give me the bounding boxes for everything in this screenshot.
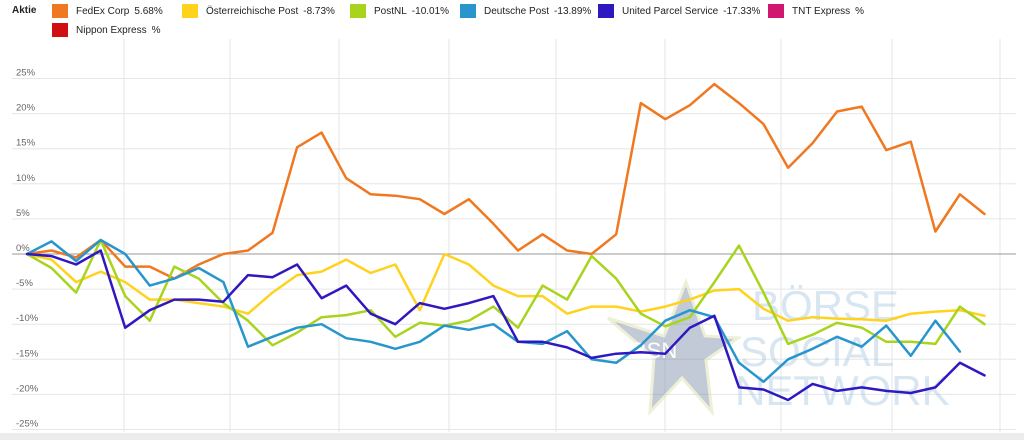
- legend-item[interactable]: Österreichische Post -8.73%: [182, 3, 335, 19]
- bottom-scrollbar[interactable]: [0, 433, 1024, 440]
- legend-label: Nippon Express: [76, 24, 147, 36]
- y-tick-label: -25%: [16, 419, 39, 430]
- legend-item[interactable]: Deutsche Post -13.89%: [460, 3, 591, 19]
- legend-value: %: [151, 24, 161, 36]
- legend-title: Aktie: [12, 5, 37, 16]
- legend-label: FedEx Corp: [76, 5, 130, 17]
- y-tick-label: 25%: [16, 68, 36, 79]
- watermark-text: SOCIAL: [740, 328, 894, 375]
- chart-legend: Aktie FedEx Corp 5.68% Österreichische Pos…: [0, 0, 1024, 40]
- y-tick-label: 5%: [16, 208, 30, 219]
- legend-label: Österreichische Post: [206, 5, 299, 17]
- legend-swatch: [460, 4, 476, 18]
- legend-value: -17.33%: [723, 5, 761, 17]
- y-tick-label: 10%: [16, 173, 36, 184]
- legend-value: -8.73%: [303, 5, 335, 17]
- legend-value: -13.89%: [554, 5, 592, 17]
- legend-value: -10.01%: [411, 5, 450, 17]
- y-tick-label: 20%: [16, 103, 36, 114]
- legend-item[interactable]: Nippon Express%: [52, 22, 161, 38]
- legend-value: %: [855, 5, 865, 17]
- series-line: [25, 252, 986, 322]
- legend-label: TNT Express: [792, 5, 851, 17]
- legend-label: United Parcel Service: [622, 5, 719, 17]
- legend-swatch: [768, 4, 784, 18]
- legend-swatch: [350, 4, 366, 18]
- y-tick-label: -10%: [16, 313, 39, 324]
- legend-item[interactable]: TNT Express%: [768, 3, 864, 19]
- legend-swatch: [598, 4, 614, 18]
- y-tick-label: 0%: [16, 243, 30, 254]
- legend-label: Deutsche Post: [484, 5, 550, 17]
- legend-item[interactable]: PostNL -10.01%: [350, 3, 449, 19]
- legend-item[interactable]: United Parcel Service -17.33%: [598, 3, 760, 19]
- y-tick-label: -15%: [16, 348, 39, 359]
- legend-swatch: [52, 23, 68, 37]
- y-tick-label: 15%: [16, 138, 36, 149]
- y-tick-label: -5%: [16, 278, 33, 289]
- legend-value: 5.68%: [134, 5, 163, 17]
- legend-swatch: [182, 4, 198, 18]
- watermark-text: BÖRSE: [752, 282, 899, 329]
- series-line: [25, 238, 962, 384]
- legend-label: PostNL: [374, 5, 407, 17]
- series-line: [25, 249, 986, 402]
- watermark-badge: BSN: [632, 338, 677, 363]
- legend-item[interactable]: FedEx Corp 5.68%: [52, 3, 163, 19]
- y-tick-label: -20%: [16, 383, 39, 394]
- legend-swatch: [52, 4, 68, 18]
